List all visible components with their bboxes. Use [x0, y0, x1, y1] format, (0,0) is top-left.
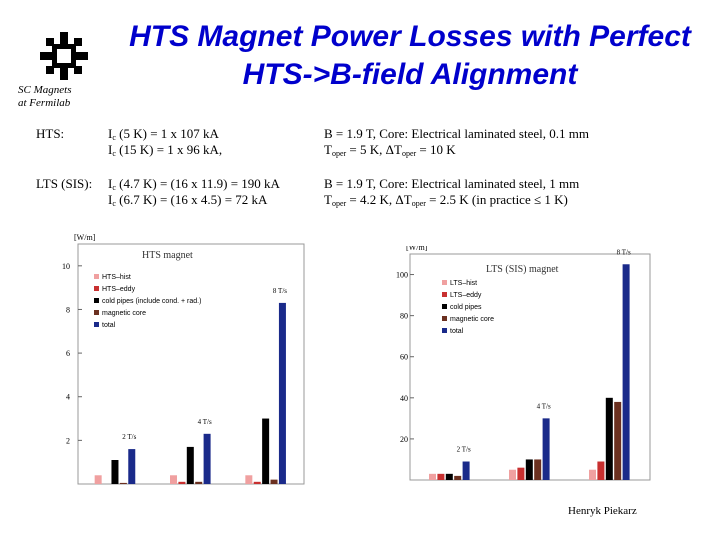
lts-label: LTS (SIS):	[36, 176, 93, 191]
y-tick-label: 40	[400, 394, 408, 403]
legend-label: cold pipes	[450, 304, 482, 311]
hts-loss-chart-svg: [W/m] 2 4 6 8 10 HTS magnet HTS–hist HTS–eddy col…	[62, 233, 305, 485]
bar	[245, 475, 253, 484]
legend-label: magnetic core	[450, 316, 494, 323]
bar	[270, 479, 278, 484]
bar	[622, 264, 630, 480]
lab-line-2: at Fermilab	[18, 97, 71, 109]
legend-label: cold pipes (include cond. + rad.)	[102, 298, 201, 305]
hts-t-line-2: Toper = 5 K, ΔToper = 10 K	[324, 142, 456, 158]
group-label: 2 T/s	[457, 446, 471, 454]
legend-swatch	[442, 328, 447, 333]
title-line-1: HTS Magnet Power Losses with Perfect	[129, 20, 691, 53]
group-label: 4 T/s	[198, 418, 212, 426]
lts-b-line-1: B = 1.9 T, Core: Electrical laminated st…	[324, 176, 580, 191]
legend-swatch	[94, 310, 99, 315]
hts-loss-chart: [W/m] 2 4 6 8 10 HTS magnet HTS–hist HTS–eddy col…	[36, 232, 308, 494]
bar	[278, 302, 286, 484]
legend-label: magnetic core	[102, 310, 146, 317]
legend-label: HTS–eddy	[102, 286, 136, 293]
bar	[94, 475, 102, 484]
bar	[429, 473, 436, 480]
lts-loss-chart-svg: [W/m] 20 40 60 80 100 LTS (SIS) magnet LTS–hist…	[396, 246, 651, 481]
legend-label: LTS–eddy	[450, 292, 482, 299]
fermilab-logo-icon	[38, 30, 90, 82]
y-tick-label: 2	[66, 436, 70, 445]
bar	[119, 482, 127, 484]
bar	[597, 461, 605, 480]
title-line-2: HTS->B-field Alignment	[242, 58, 578, 91]
legend-swatch	[442, 304, 447, 309]
bar	[525, 459, 533, 480]
bar	[262, 418, 270, 484]
bar	[195, 481, 203, 484]
lab-line-1: SC Magnets	[18, 84, 72, 96]
bar	[437, 473, 445, 480]
author-signature: Henryk Piekarz	[568, 505, 637, 517]
group-label: 4 T/s	[537, 402, 551, 410]
lts-t-line-2: Toper = 4.2 K, ΔToper = 2.5 K (in practi…	[324, 192, 568, 208]
y-tick-label: 4	[66, 393, 70, 402]
y-axis-label: [W/m]	[406, 246, 428, 252]
legend-swatch	[442, 292, 447, 297]
legend-swatch	[94, 322, 99, 327]
legend-swatch	[442, 280, 447, 285]
legend-swatch	[94, 286, 99, 291]
hts-label: HTS:	[36, 126, 65, 141]
y-tick-label: 6	[66, 349, 70, 358]
bar	[614, 401, 622, 480]
bar	[203, 433, 211, 484]
hts-b-line-1: B = 1.9 T, Core: Electrical laminated st…	[324, 126, 589, 141]
y-tick-label: 10	[62, 262, 70, 271]
page-title: HTS Magnet Power Losses with Perfect HTS…	[100, 18, 720, 94]
chart-title: HTS magnet	[142, 250, 193, 261]
bar	[534, 459, 542, 480]
chart-title: LTS (SIS) magnet	[486, 264, 559, 275]
y-tick-label: 8	[66, 305, 70, 314]
y-tick-label: 80	[400, 312, 408, 321]
y-tick-label: 20	[400, 435, 408, 444]
legend-swatch	[94, 298, 99, 303]
legend-swatch	[442, 316, 447, 321]
legend-label: HTS–hist	[102, 274, 131, 281]
y-axis-label: [W/m]	[74, 233, 96, 242]
legend-label: total	[450, 328, 464, 335]
group-label: 8 T/s	[273, 287, 287, 295]
lts-loss-chart: [W/m] 20 40 60 80 100 LTS (SIS) magnet LTS–hist…	[380, 246, 662, 486]
bar	[445, 473, 453, 480]
bar	[462, 461, 470, 480]
bar	[128, 449, 136, 484]
legend-swatch	[94, 274, 99, 279]
plot-frame	[409, 253, 651, 481]
lab-label: SC Magnets at Fermilab	[18, 84, 71, 110]
bar	[178, 481, 186, 484]
group-label: 2 T/s	[122, 433, 136, 441]
y-tick-label: 100	[396, 271, 408, 280]
bar	[170, 475, 177, 484]
lts-ic-line-2: Ic (6.7 K) = (16 x 4.5) = 72 kA	[108, 192, 268, 208]
legend-label: total	[102, 322, 116, 329]
legend-label: LTS–hist	[450, 280, 477, 287]
bar	[111, 460, 119, 484]
bar	[542, 418, 550, 480]
bar	[253, 481, 261, 484]
bar	[454, 475, 462, 480]
bar	[605, 397, 613, 480]
group-label: 8 T/s	[617, 248, 631, 256]
bar	[517, 467, 525, 480]
bar	[509, 469, 516, 480]
bar	[186, 446, 194, 484]
y-tick-label: 60	[400, 353, 408, 362]
lts-ic-line-1: Ic (4.7 K) = (16 x 11.9) = 190 kA	[108, 176, 280, 192]
bar	[589, 469, 596, 480]
hts-ic-line-2: Ic (15 K) = 1 x 96 kA,	[108, 142, 223, 158]
hts-ic-line-1: Ic (5 K) = 1 x 107 kA	[108, 126, 219, 142]
